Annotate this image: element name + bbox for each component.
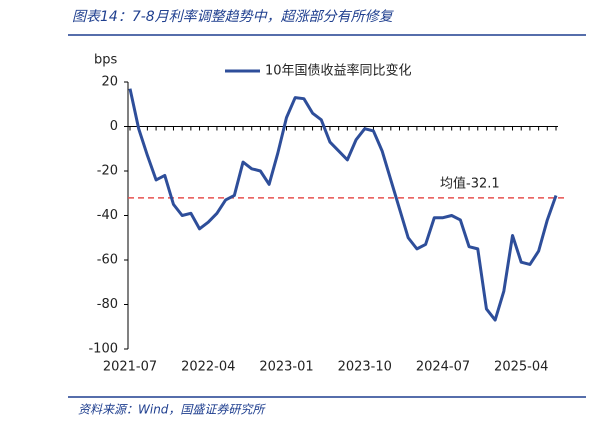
y-tick-label: -20 [97,164,118,179]
chart-title: 图表14：7-8月利率调整趋势中，超涨部分有所修复 [72,9,395,25]
x-tick-label: 2023-01 [259,360,313,375]
x-tick-label: 2021-07 [103,360,157,375]
y-tick-label: -80 [97,297,118,312]
x-tick-label: 2025-04 [494,360,548,375]
source: 资料来源：Wind，国盛证券研究所 [78,403,266,417]
y-tick-label: -40 [97,208,118,223]
x-tick-label: 2024-07 [416,360,470,375]
y-axis-label: bps [94,53,118,68]
x-tick-label: 2022-04 [181,360,235,375]
series-line [128,88,558,322]
legend-label: 10年国债收益率同比变化 [265,63,412,79]
y-tick-label: -100 [88,342,118,357]
y-tick-label: -60 [97,253,118,268]
mean-label: 均值-32.1 [440,175,500,191]
x-tick-label: 2023-10 [338,360,392,375]
y-tick-label: 20 [101,75,118,90]
y-tick-label: 0 [110,119,118,134]
